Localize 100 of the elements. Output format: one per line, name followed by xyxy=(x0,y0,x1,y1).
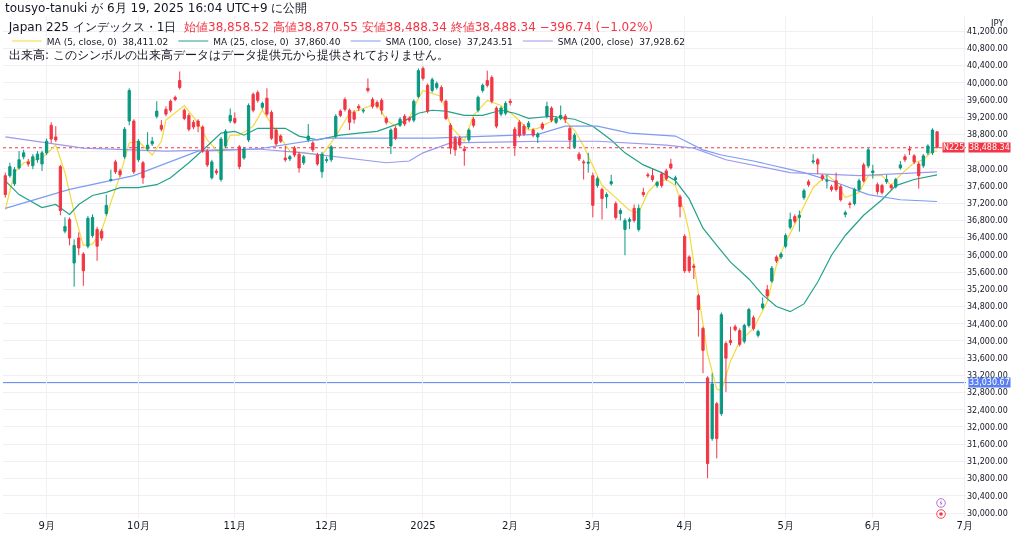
y-tick-label: 39,600.00 xyxy=(967,95,1008,105)
candlestick xyxy=(719,312,723,417)
y-tick-label: 38,800.00 xyxy=(967,130,1008,140)
y-tick-label: 35,200.00 xyxy=(967,285,1008,295)
candlestick xyxy=(650,168,655,183)
candlestick xyxy=(811,153,815,165)
candlestick xyxy=(173,95,177,102)
candlestick xyxy=(526,120,531,130)
candlestick xyxy=(820,173,824,182)
candlestick xyxy=(618,207,622,221)
candlestick xyxy=(843,210,847,218)
candlestick xyxy=(366,77,370,94)
y-tick-label: 41,200.00 xyxy=(967,26,1008,36)
candlestick xyxy=(728,326,733,346)
candlestick xyxy=(214,168,219,176)
candlestick xyxy=(246,102,251,143)
candlestick xyxy=(63,216,67,234)
candlestick xyxy=(178,71,182,91)
candlestick xyxy=(72,238,76,288)
candlestick xyxy=(141,160,145,185)
candlestick xyxy=(572,132,577,150)
candlestick xyxy=(3,172,7,199)
candlestick xyxy=(655,180,659,189)
candlestick xyxy=(499,105,503,117)
line-series xyxy=(4,89,938,392)
candlestick xyxy=(540,121,544,131)
candlestick xyxy=(95,226,99,262)
annotation: 出来高: このシンボルの出来高データはデータ提供元から提供されておりません。 xyxy=(9,48,449,62)
y-tick-label: 34,400.00 xyxy=(967,319,1008,329)
line-series xyxy=(4,136,938,177)
candlestick xyxy=(646,172,650,179)
candlestick xyxy=(168,98,173,113)
candlestick xyxy=(917,161,921,190)
y-tick-label: 30,400.00 xyxy=(967,491,1008,501)
x-tick-label: 12月 xyxy=(315,520,338,531)
candlestick xyxy=(228,108,232,124)
candlestick xyxy=(370,96,375,110)
y-tick-label: 30,000.00 xyxy=(967,508,1008,518)
candlestick xyxy=(866,147,870,169)
candlestick xyxy=(109,169,113,183)
candlestick xyxy=(848,200,852,209)
candlestick xyxy=(921,153,925,169)
candlestick xyxy=(58,164,62,216)
candlestick xyxy=(591,172,595,218)
candlestick xyxy=(549,105,554,123)
candlestick xyxy=(357,103,361,112)
candlestick xyxy=(393,125,398,141)
x-tick-label: 7月 xyxy=(956,520,973,531)
line-series xyxy=(4,109,938,313)
candlestick xyxy=(398,116,402,128)
candlestick xyxy=(770,265,774,284)
candlestick xyxy=(609,174,613,187)
legend-label: MA (25, close, 0) 37,860.40 xyxy=(213,36,341,47)
candlestick xyxy=(724,340,728,393)
candlestick xyxy=(481,83,485,94)
legend-label: SMA (200, close) 37,928.62 xyxy=(557,36,685,47)
candlestick xyxy=(632,203,636,224)
candlestick xyxy=(31,153,35,170)
y-tick-label: 38,000.00 xyxy=(967,164,1008,174)
candlestick xyxy=(531,127,535,138)
x-tick-label: 3月 xyxy=(584,520,602,531)
candlestick xyxy=(136,138,141,163)
candlestick xyxy=(696,293,701,338)
candlestick xyxy=(889,183,893,191)
candlestick xyxy=(756,329,760,338)
candlestick xyxy=(536,131,540,144)
candlestick xyxy=(912,153,916,165)
candlestick xyxy=(522,123,526,137)
candlestick xyxy=(673,175,678,186)
candlestick xyxy=(306,123,310,143)
candlestick xyxy=(545,101,549,119)
candlestick xyxy=(669,158,673,171)
candlestick xyxy=(187,112,191,132)
candlestick xyxy=(898,160,902,171)
candlestick xyxy=(733,324,737,332)
x-tick-label: 4月 xyxy=(676,520,693,531)
candlestick xyxy=(407,115,411,123)
candlestick xyxy=(233,111,237,125)
candlestick xyxy=(783,232,788,249)
y-tick-label: 36,000.00 xyxy=(967,250,1008,260)
candlestick xyxy=(127,87,131,126)
chart-subtitle: 始値38,858.52 高値38,870.55 安値38,488.34 終値38,488.34 −396.74 (−1.02%) xyxy=(184,20,653,35)
y-tick-label: 40,400.00 xyxy=(967,61,1008,71)
candlestick xyxy=(604,191,609,209)
x-tick-label: 6月 xyxy=(864,520,882,531)
y-tick-label: 33,600.00 xyxy=(967,353,1008,363)
candlestick xyxy=(751,315,756,332)
candlestick xyxy=(862,162,866,184)
candlestick xyxy=(710,372,714,442)
line-series xyxy=(4,125,938,209)
candlestick xyxy=(683,233,687,274)
candlestick xyxy=(338,108,342,118)
candlestick xyxy=(283,145,287,163)
candlestick xyxy=(563,113,567,124)
candlestick xyxy=(503,100,508,116)
candlestick xyxy=(389,127,393,155)
candlestick xyxy=(113,159,118,175)
candlestick xyxy=(260,101,264,110)
x-tick-label: 2月 xyxy=(502,520,519,531)
candlestick xyxy=(242,146,246,161)
